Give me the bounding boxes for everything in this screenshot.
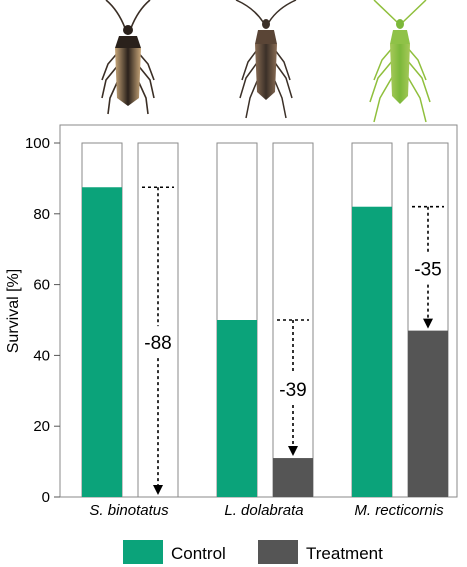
bug-icon-l-dolabrata [235, 0, 297, 119]
legend-label: Control [171, 544, 226, 563]
reduction-label: -88 [144, 333, 171, 354]
category-label: L. dolabrata [224, 502, 303, 519]
arrow-head [423, 318, 433, 329]
y-tick-label: 60 [33, 277, 50, 294]
x-axis-labels: S. binotatus L. dolabrata M. recticornis [89, 502, 444, 519]
bars [81, 142, 449, 498]
y-axis: 0 20 40 60 80 100 [25, 135, 60, 506]
bug-icon-m-recticornis [369, 0, 431, 123]
legend: Control Treatment [123, 540, 383, 564]
y-tick-label: 80 [33, 206, 50, 223]
bar-treatment [273, 458, 313, 497]
y-tick-label: 0 [42, 489, 50, 506]
legend-swatch [258, 540, 298, 564]
y-tick-label: 20 [33, 418, 50, 435]
bug-icon-s-binotatus [101, 0, 155, 115]
category-label: M. recticornis [354, 502, 444, 519]
arrow-head [153, 485, 163, 495]
legend-label: Treatment [306, 544, 383, 563]
bar-control [82, 187, 122, 497]
y-tick-label: 100 [25, 135, 50, 152]
category-label: S. binotatus [89, 502, 169, 519]
y-tick-label: 40 [33, 347, 50, 364]
bar-treatment [408, 330, 448, 497]
annotations: -88 -39 -35 [142, 186, 444, 495]
reduction-label: -35 [414, 260, 441, 281]
bar-control [217, 320, 257, 497]
plot-area [59, 124, 458, 498]
reduction-label: -39 [279, 380, 306, 401]
y-axis-label: Survival [%] [5, 269, 22, 353]
legend-swatch [123, 540, 163, 564]
arrow-head [288, 446, 298, 457]
bar-control [352, 206, 392, 497]
